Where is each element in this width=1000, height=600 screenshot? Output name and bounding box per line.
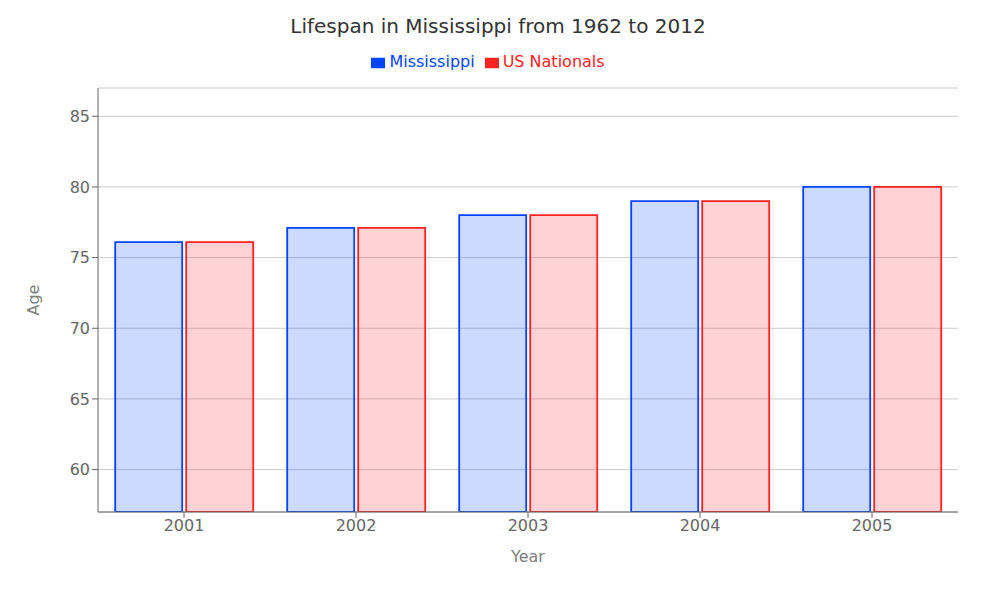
svg-text:75: 75 — [70, 248, 90, 267]
svg-text:80: 80 — [70, 178, 90, 197]
svg-text:Year: Year — [510, 547, 545, 566]
html-text:US Nationals: US Nationals — [502, 52, 605, 71]
svg-text:85: 85 — [70, 107, 90, 126]
svg-text:60: 60 — [70, 460, 90, 479]
svg-text:2001: 2001 — [164, 516, 205, 535]
html-text:Lifespan in Mississippi from 1: Lifespan in Mississippi from 1962 to 201… — [290, 14, 706, 38]
html-text:Mississippi: Mississippi — [389, 52, 475, 71]
svg-text:Age: Age — [24, 285, 43, 316]
svg-text:2005: 2005 — [852, 516, 893, 535]
svg-text:65: 65 — [70, 390, 90, 409]
svg-text:2002: 2002 — [336, 516, 377, 535]
svg-text:2003: 2003 — [508, 516, 549, 535]
svg-text:2004: 2004 — [680, 516, 721, 535]
svg-text:70: 70 — [70, 319, 90, 338]
